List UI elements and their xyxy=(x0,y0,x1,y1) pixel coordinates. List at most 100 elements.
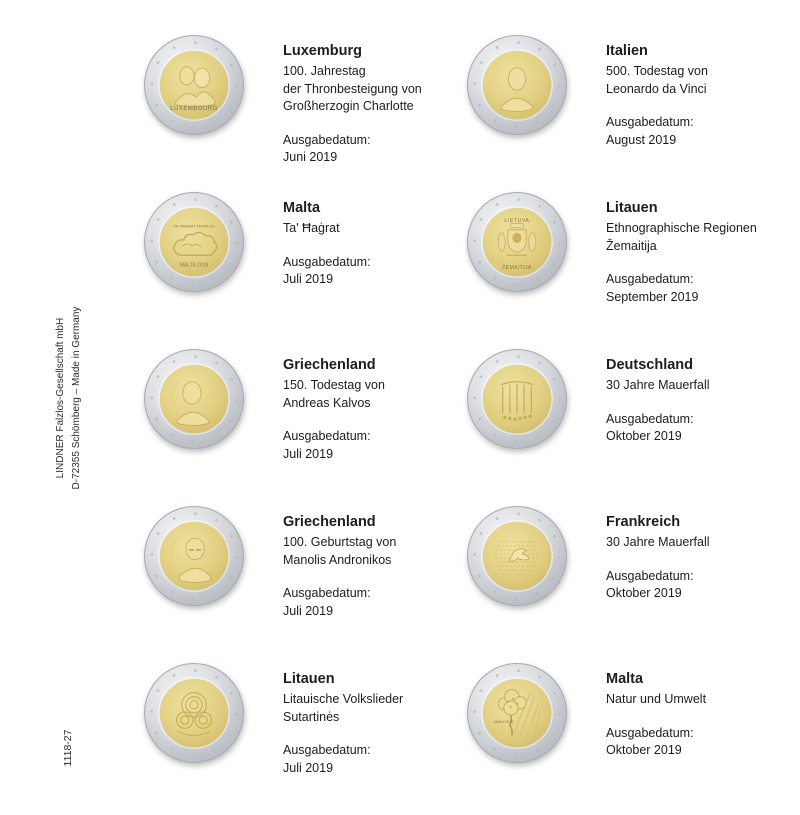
coin-inscription-top: TA' ĦAĠRAT TEMPLES xyxy=(173,224,215,229)
coin-entry-malta-natur: Malta 2019 Malta Natur und Umwelt Ausgab… xyxy=(466,658,789,815)
coin-description: Ethnographische Regionen Žemaitija xyxy=(606,221,757,253)
coin-entry-deutschland: Deutschland 30 Jahre Mauerfall Ausgabeda… xyxy=(466,344,789,501)
ring-stars-icon xyxy=(473,355,561,443)
coin-info: Griechenland 150. Todestag von Andreas K… xyxy=(283,344,385,501)
coin-slot xyxy=(466,505,568,658)
issue-date-label: Ausgabedatum: xyxy=(283,586,371,600)
ring-stars-icon xyxy=(150,669,238,757)
coin-entry-griechenland-kalvos: Griechenland 150. Todestag von Andreas K… xyxy=(143,344,466,501)
coin-slot xyxy=(143,662,245,815)
coin-info: Frankreich 30 Jahre Mauerfall Ausgabedat… xyxy=(606,501,710,658)
portrait-motif-icon xyxy=(170,537,211,583)
coin-description: 150. Todestag von Andreas Kalvos xyxy=(283,378,385,410)
coin-slot: LUXEMBOURG xyxy=(143,34,245,187)
coin-info: Litauen Litauische Volkslieder Sutartinė… xyxy=(283,658,403,815)
two-euro-coin-deutschland xyxy=(467,349,567,449)
issue-date-label: Ausgabedatum: xyxy=(606,568,694,583)
issue-date-value: Juli 2019 xyxy=(283,272,334,286)
publisher-imprint: LINDNER Falzlos-Gesellschaft mbH D-72355… xyxy=(53,307,85,490)
issue-date-label: Ausgabedatum: xyxy=(283,132,371,147)
coin-slot: Malta 2019 xyxy=(466,662,568,815)
coin-description: 100. Geburtstag von Manolis Andronikos xyxy=(283,535,397,567)
country-name: Litauen xyxy=(606,200,658,216)
ring-stars-icon xyxy=(473,41,561,129)
coin-info: Luxemburg 100. Jahrestag der Thronbestei… xyxy=(283,30,422,187)
country-name: Luxemburg xyxy=(283,43,362,59)
coin-description: 100. Jahrestag der Thronbesteigung von G… xyxy=(283,64,422,113)
two-euro-coin-luxemburg: LUXEMBOURG xyxy=(144,35,244,135)
coin-info: Griechenland 100. Geburtstag von Manolis… xyxy=(283,501,396,658)
coin-inscription: Malta 2019 xyxy=(494,719,513,724)
issue-date-value: Juli 2019 xyxy=(283,760,334,775)
issue-date-value: Oktober 2019 xyxy=(606,743,682,757)
two-euro-coin-griechenland-kalvos xyxy=(144,349,244,449)
issue-date-value: September 2019 xyxy=(606,289,699,304)
gate-people-motif-icon xyxy=(500,381,534,422)
country-name: Frankreich xyxy=(606,514,681,530)
coin-info: Italien 500. Todestag von Leonardo da Vi… xyxy=(606,30,708,187)
ring-stars-icon xyxy=(473,512,561,600)
coin-entry-luxemburg: LUXEMBOURG Luxemburg 100. Jahrestag der … xyxy=(143,30,466,187)
coin-slot xyxy=(466,34,568,187)
coin-description: Ta' Ħaġrat xyxy=(283,221,340,235)
two-euro-coin-italien xyxy=(467,35,567,135)
coin-info: Litauen Ethnographische Regionen Žemaiti… xyxy=(606,187,757,344)
coin-info: Deutschland 30 Jahre Mauerfall Ausgabeda… xyxy=(606,344,710,501)
folk-pattern-motif-icon xyxy=(176,692,212,736)
issue-date-label: Ausgabedatum: xyxy=(283,743,371,757)
coin-entry-griechenland-andronikos: Griechenland 100. Geburtstag von Manolis… xyxy=(143,501,466,658)
coin-description: Natur und Umwelt xyxy=(606,692,707,706)
coin-description: 500. Todestag von Leonardo da Vinci xyxy=(606,64,708,96)
coin-info: Malta Ta' Ħaġrat Ausgabedatum: Juli 2019 xyxy=(283,187,371,344)
two-euro-coin-frankreich xyxy=(467,506,567,606)
coin-entry-frankreich: Frankreich 30 Jahre Mauerfall Ausgabedat… xyxy=(466,501,789,658)
portrait-motif-icon xyxy=(501,67,533,112)
coin-entry-litauen-sutartines: Litauen Litauische Volkslieder Sutartinė… xyxy=(143,658,466,815)
product-code: 1118-27 xyxy=(62,729,74,767)
tree-rays-motif-icon xyxy=(498,689,542,738)
two-euro-coin-litauen-sutartines xyxy=(144,663,244,763)
ring-stars-icon xyxy=(473,198,561,286)
publisher-name: LINDNER Falzlos-Gesellschaft mbH xyxy=(55,317,66,479)
issue-date-value: Juli 2019 xyxy=(283,446,334,461)
country-name: Italien xyxy=(606,43,648,59)
coin-slot: TA' ĦAĠRAT TEMPLES MALTA 2019 xyxy=(143,191,245,344)
temple-motif-icon xyxy=(172,231,218,257)
two-euro-coin-malta-hagrat: TA' ĦAĠRAT TEMPLES MALTA 2019 xyxy=(144,192,244,292)
publisher-address: D-72355 Schömberg – Made in Germany xyxy=(71,306,82,490)
ring-stars-icon xyxy=(150,512,238,600)
issue-date-value: Oktober 2019 xyxy=(606,429,682,443)
country-name: Griechenland xyxy=(283,514,376,530)
coin-slot xyxy=(466,348,568,501)
ring-stars-icon xyxy=(150,198,238,286)
issue-date-label: Ausgabedatum: xyxy=(283,429,371,443)
coin-inscription-top: LIETUVA xyxy=(504,218,529,224)
coin-grid: LUXEMBOURG Luxemburg 100. Jahrestag der … xyxy=(143,30,789,815)
issue-date-label: Ausgabedatum: xyxy=(606,411,694,426)
coin-info: Malta Natur und Umwelt Ausgabedatum: Okt… xyxy=(606,658,706,815)
coin-description: 30 Jahre Mauerfall xyxy=(606,535,710,549)
issue-date-label: Ausgabedatum: xyxy=(283,254,371,269)
portrait-motif-icon xyxy=(172,381,209,426)
issue-date-value: August 2019 xyxy=(606,132,677,147)
two-euro-coin-malta-natur: Malta 2019 xyxy=(467,663,567,763)
wall-dove-motif-icon xyxy=(495,541,539,575)
coin-inscription: MALTA 2019 xyxy=(180,262,209,268)
coin-slot: LIETUVA ŽEMAITIJA xyxy=(466,191,568,344)
two-portraits-motif-icon xyxy=(175,66,215,108)
issue-date-value: Juni 2019 xyxy=(283,150,338,164)
coin-description: Litauische Volkslieder Sutartinės xyxy=(283,692,404,724)
coin-inscription: LUXEMBOURG xyxy=(170,105,218,112)
country-name: Deutschland xyxy=(606,357,694,373)
country-name: Litauen xyxy=(283,671,335,687)
coin-entry-italien: Italien 500. Todestag von Leonardo da Vi… xyxy=(466,30,789,187)
coin-entry-malta-hagrat: TA' ĦAĠRAT TEMPLES MALTA 2019 Malta Ta' … xyxy=(143,187,466,344)
issue-date-label: Ausgabedatum: xyxy=(606,725,694,740)
coin-slot xyxy=(143,505,245,658)
country-name: Malta xyxy=(606,671,644,687)
issue-date-value: Oktober 2019 xyxy=(606,586,682,600)
coin-description: 30 Jahre Mauerfall xyxy=(606,378,710,392)
country-name: Malta xyxy=(283,200,321,216)
issue-date-label: Ausgabedatum: xyxy=(606,272,694,286)
